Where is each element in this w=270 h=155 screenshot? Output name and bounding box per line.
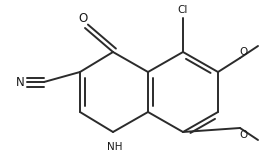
Text: O: O xyxy=(78,12,88,25)
Text: Cl: Cl xyxy=(178,5,188,15)
Text: O: O xyxy=(239,130,247,140)
Text: O: O xyxy=(239,47,247,57)
Text: N: N xyxy=(16,75,25,89)
Text: NH: NH xyxy=(107,142,123,152)
